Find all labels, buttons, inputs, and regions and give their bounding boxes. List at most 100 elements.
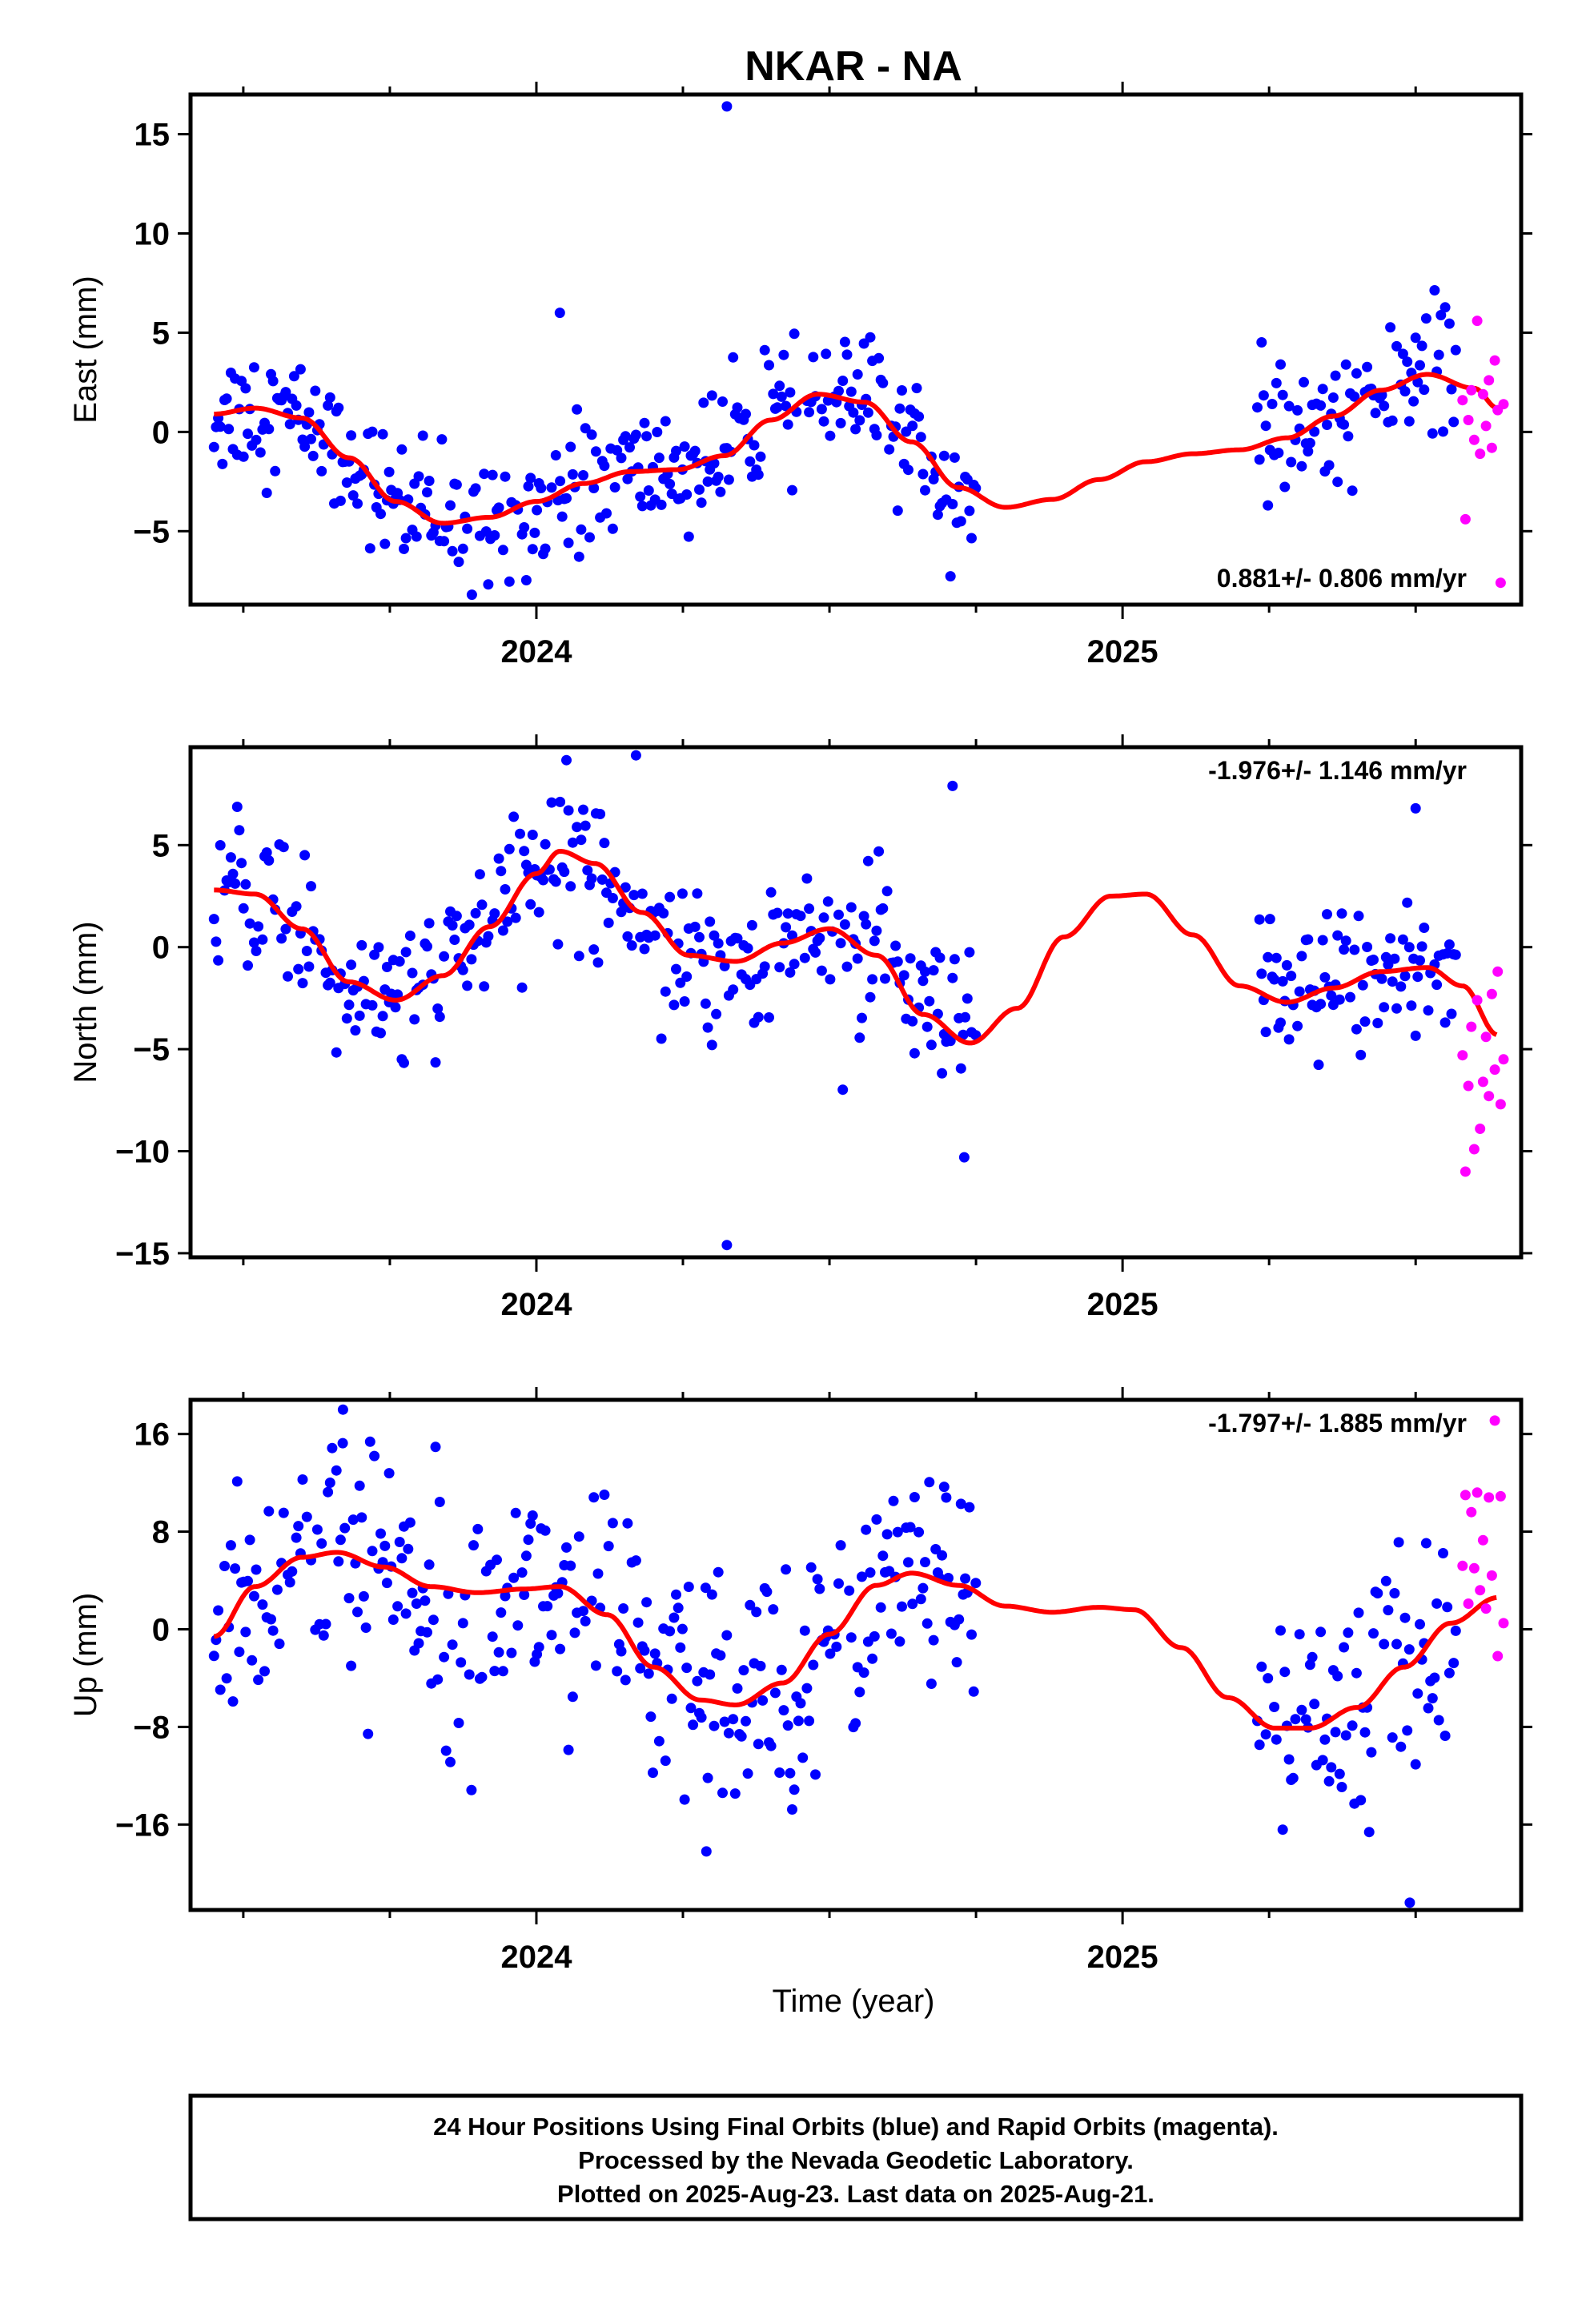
final-orbit-point (671, 1589, 681, 1600)
final-orbit-point (808, 1659, 819, 1671)
final-orbit-point (776, 391, 787, 402)
final-orbit-point (311, 1524, 323, 1535)
final-orbit-point (799, 952, 810, 963)
final-orbit-point (921, 1021, 933, 1032)
final-orbit-point (270, 465, 281, 476)
final-orbit-point (1269, 974, 1280, 985)
final-orbit-point (723, 474, 734, 485)
final-orbit-point (607, 523, 618, 534)
rapid-orbit-point (1463, 1598, 1474, 1609)
final-orbit-point (529, 527, 540, 538)
final-orbit-point (271, 1584, 283, 1595)
final-orbit-point (905, 1522, 916, 1533)
final-orbit-point (694, 484, 705, 495)
final-orbit-point (715, 1650, 726, 1661)
final-orbit-point (656, 499, 667, 510)
final-orbit-point (227, 868, 239, 879)
final-orbit-point (217, 458, 228, 469)
final-orbit-point (363, 1728, 374, 1739)
final-orbit-point (1376, 973, 1387, 984)
final-orbit-point (852, 369, 863, 380)
final-orbit-point (375, 1027, 386, 1039)
final-orbit-point (709, 1720, 720, 1731)
final-orbit-point (288, 371, 299, 382)
final-orbit-point (814, 1583, 825, 1594)
final-orbit-point (1315, 400, 1327, 411)
final-orbit-point (804, 407, 815, 418)
final-orbit-point (540, 543, 551, 554)
final-orbit-point (765, 887, 777, 898)
final-orbit-point (837, 376, 849, 386)
final-orbit-point (1412, 1688, 1423, 1699)
final-orbit-point (563, 805, 574, 816)
final-orbit-point (814, 932, 825, 943)
final-orbit-point (717, 1787, 728, 1799)
final-orbit-point (947, 780, 958, 791)
y-tick-label: −8 (133, 1710, 170, 1745)
final-orbit-point (776, 1664, 787, 1675)
final-orbit-point (903, 1557, 913, 1568)
final-orbit-point (440, 1745, 452, 1756)
final-orbit-point (612, 444, 623, 456)
final-orbit-point (616, 1646, 627, 1657)
final-orbit-point (299, 850, 311, 861)
final-orbit-point (215, 840, 226, 850)
final-orbit-point (943, 1573, 954, 1583)
final-orbit-point (833, 1578, 844, 1589)
final-orbit-point (335, 1534, 346, 1546)
final-orbit-point (1438, 1548, 1448, 1558)
final-orbit-point (1355, 1795, 1367, 1806)
final-orbit-point (527, 544, 538, 555)
final-orbit-point (1379, 1638, 1390, 1650)
final-orbit-point (706, 1589, 717, 1600)
final-orbit-point (381, 962, 392, 972)
final-orbit-point (909, 1047, 920, 1059)
final-orbit-point (350, 1025, 361, 1036)
final-orbit-point (825, 974, 836, 985)
final-orbit-point (422, 487, 432, 498)
final-orbit-point (546, 482, 557, 493)
final-orbit-point (1271, 952, 1282, 963)
final-orbit-point (833, 909, 844, 920)
final-orbit-point (620, 882, 631, 893)
final-orbit-point (554, 308, 565, 319)
final-orbit-point (968, 1686, 979, 1697)
final-orbit-point (702, 1772, 713, 1783)
final-orbit-point (928, 1634, 939, 1646)
final-orbit-point (795, 1698, 806, 1709)
rapid-orbit-point (1472, 995, 1483, 1006)
final-orbit-point (293, 1521, 304, 1532)
final-orbit-point (208, 441, 219, 452)
final-orbit-point (1269, 1702, 1280, 1712)
final-orbit-point (825, 430, 836, 441)
data-layer (208, 1404, 1509, 1908)
final-orbit-point (938, 450, 950, 461)
final-orbit-point (1402, 1725, 1413, 1736)
final-orbit-point (563, 537, 574, 549)
model-fit-curve (213, 1550, 1497, 1731)
final-orbit-point (799, 1625, 810, 1636)
final-orbit-point (324, 977, 335, 988)
final-orbit-point (436, 434, 448, 445)
final-orbit-point (592, 1568, 604, 1579)
final-orbit-point (343, 1593, 355, 1604)
final-orbit-point (622, 931, 633, 942)
final-orbit-point (1412, 376, 1423, 388)
final-orbit-point (1296, 1704, 1307, 1715)
final-orbit-point (888, 1495, 899, 1506)
final-orbit-point (1362, 942, 1373, 952)
final-orbit-point (1448, 1658, 1460, 1669)
final-orbit-point (1283, 1754, 1295, 1765)
final-orbit-point (1271, 1734, 1282, 1745)
final-orbit-point (403, 1543, 414, 1554)
y-tick-label: −5 (133, 1032, 170, 1068)
final-orbit-point (903, 464, 913, 476)
final-orbit-point (479, 468, 490, 480)
final-orbit-point (263, 424, 275, 435)
final-orbit-point (706, 390, 717, 401)
final-orbit-point (781, 922, 792, 933)
final-orbit-point (1336, 1782, 1347, 1792)
final-orbit-point (320, 1618, 331, 1630)
final-orbit-point (248, 362, 259, 373)
final-orbit-point (962, 993, 973, 1004)
